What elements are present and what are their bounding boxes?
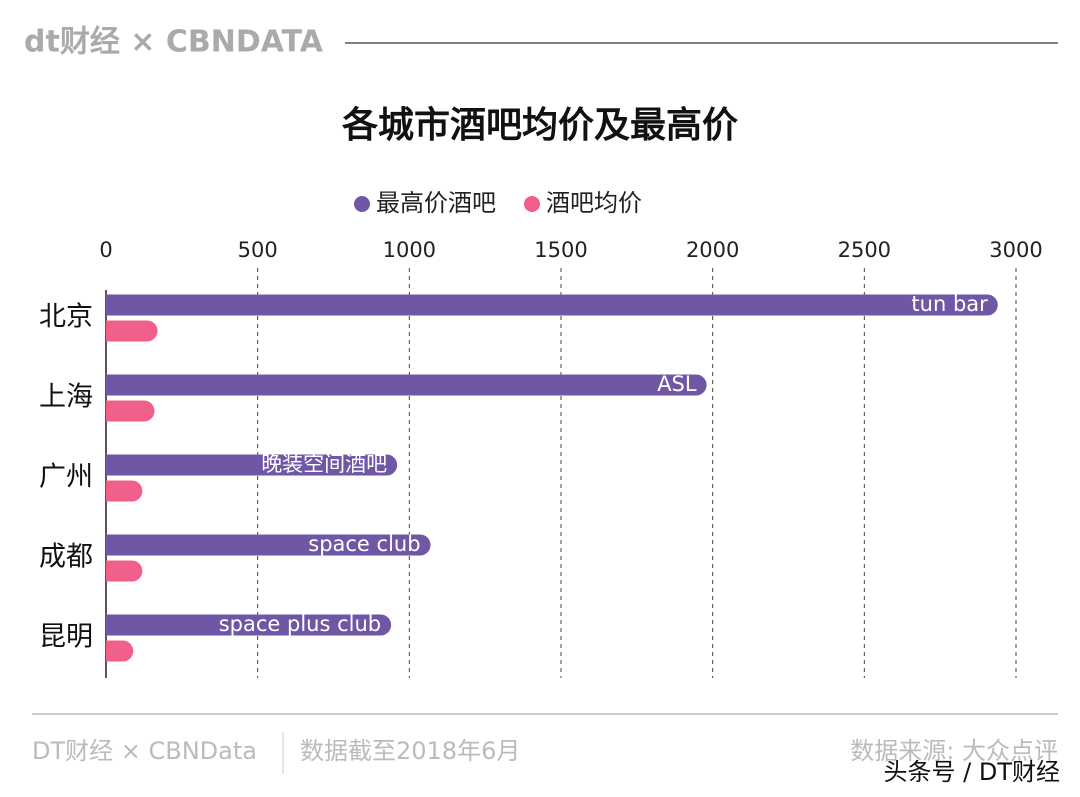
bar xyxy=(106,454,398,476)
x-tick-label: 3000 xyxy=(989,238,1042,262)
y-tick-label: 成都 xyxy=(39,542,93,573)
bar-label: ASL xyxy=(657,372,697,396)
footer-brand: DT财经 × CBNData xyxy=(32,737,257,765)
bar-label: space club xyxy=(308,532,420,556)
bar xyxy=(106,374,707,396)
y-tick-label: 昆明 xyxy=(39,622,93,653)
bar xyxy=(106,614,392,636)
bar xyxy=(106,560,143,582)
x-tick-label: 1500 xyxy=(534,238,587,262)
legend-label: 酒吧均价 xyxy=(546,189,642,217)
watermark: 头条号 / DT财经 xyxy=(884,758,1060,786)
y-tick-label: 上海 xyxy=(39,382,93,413)
x-tick-label: 1000 xyxy=(383,238,436,262)
footer-date: 数据截至2018年6月 xyxy=(300,737,520,765)
legend-label: 最高价酒吧 xyxy=(376,189,496,217)
logo: dt财经 × CBNDATA xyxy=(24,25,324,60)
bar-label: 晚装空间酒吧 xyxy=(261,452,387,476)
legend-marker xyxy=(354,196,370,212)
x-tick-label: 500 xyxy=(238,238,278,262)
x-tick-label: 2500 xyxy=(838,238,891,262)
bar xyxy=(106,534,431,556)
bar xyxy=(106,640,134,662)
bar xyxy=(106,320,158,342)
y-tick-label: 北京 xyxy=(39,302,93,333)
x-tick-label: 0 xyxy=(99,238,112,262)
legend-marker xyxy=(524,196,540,212)
y-tick-label: 广州 xyxy=(39,462,93,493)
bar-label: tun bar xyxy=(911,292,988,316)
bar xyxy=(106,400,155,422)
bar-label: space plus club xyxy=(219,612,381,636)
bar xyxy=(106,480,143,502)
footer-source: 数据来源: 大众点评 xyxy=(850,737,1058,765)
x-tick-label: 2000 xyxy=(686,238,739,262)
chart-title: 各城市酒吧均价及最高价 xyxy=(342,105,738,146)
bar xyxy=(106,294,998,316)
